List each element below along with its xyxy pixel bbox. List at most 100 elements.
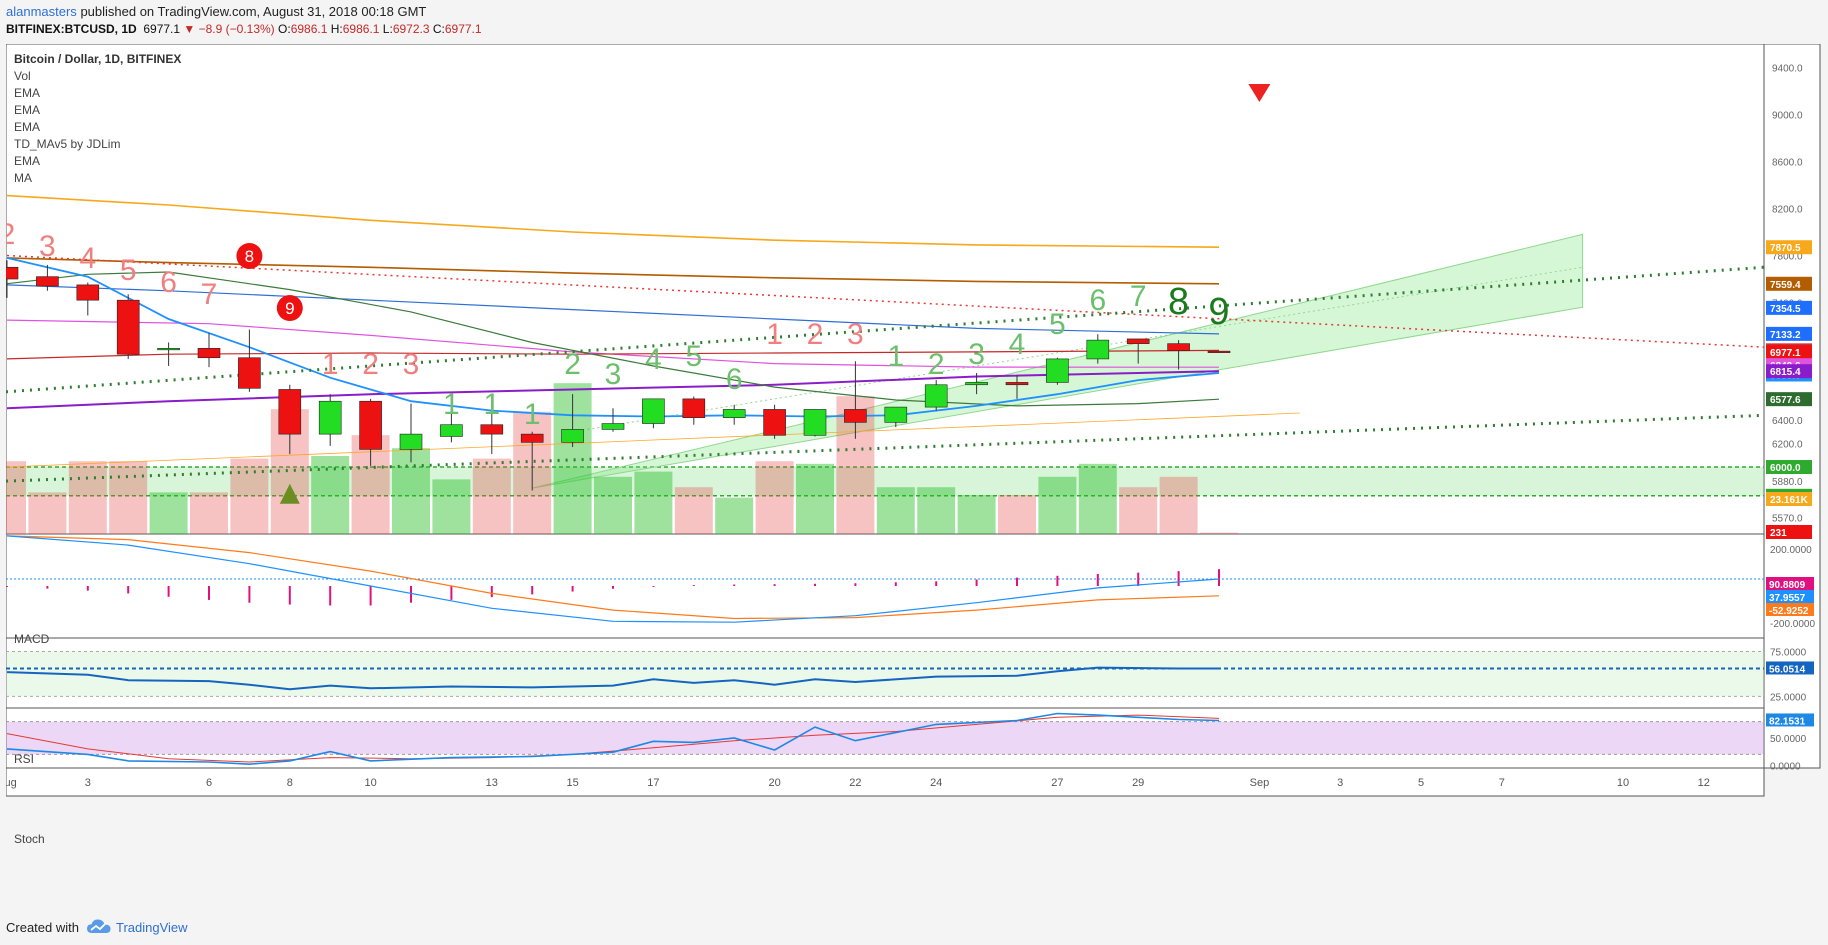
volume-bar-17 — [674, 487, 713, 534]
legend-ema-4[interactable]: EMA — [14, 154, 41, 168]
rsi-line — [6, 666, 1219, 691]
pane-1 — [6, 533, 1765, 639]
candle-body-22 — [884, 406, 908, 423]
price-label-12: 23.161K — [1770, 495, 1809, 506]
td-circle-label-1: 9 — [285, 299, 294, 318]
td-green-count-7: 6 — [726, 363, 743, 396]
td-green-count-14: 7 — [1130, 280, 1147, 313]
td-circle-label-0: 8 — [245, 247, 254, 266]
td-green-count-12: 5 — [1049, 308, 1066, 341]
time-tick-16: 7 — [1499, 777, 1505, 789]
candle-body-13 — [520, 433, 544, 443]
candle-body-7 — [278, 389, 302, 435]
candle-body-30 — [1207, 350, 1231, 353]
candle-body-9 — [359, 400, 382, 450]
price-tick-3: 8200.0 — [1772, 205, 1803, 216]
time-tick-2: 6 — [206, 777, 212, 789]
rsi-tick-1: 25.0000 — [1770, 692, 1807, 703]
candle-body-6 — [238, 357, 261, 389]
time-tick-17: 10 — [1617, 777, 1629, 789]
chart-canvas[interactable]: 2 3 4 5 6 71 2 31 2 31 1 12 3 4 561 2 3 456 7 8 9899400.0900… — [6, 44, 1822, 912]
time-tick-0: Aug — [6, 777, 17, 789]
td-green-count-2: 1 — [524, 398, 541, 431]
rsi-tick-0: 75.0000 — [1770, 647, 1807, 658]
volume-bar-24 — [957, 495, 996, 534]
price-label-bg-10 — [1766, 460, 1812, 475]
publisher-link[interactable]: alanmasters — [6, 4, 77, 19]
td-green-count-0: 1 — [443, 388, 460, 421]
candle-body-28 — [1126, 338, 1150, 344]
candle-body-0 — [6, 266, 19, 280]
td-red-count-2: 4 — [79, 242, 96, 275]
price-label-3: 7133.2 — [1770, 330, 1801, 341]
price-tick-9: 6200.0 — [1772, 440, 1803, 451]
legend-ma[interactable]: MA — [14, 171, 32, 185]
macd-label-0: 90.8809 — [1769, 580, 1806, 591]
price-tick-2: 8600.0 — [1772, 158, 1803, 169]
td-green-count-1: 1 — [483, 388, 500, 421]
low-label: L: — [382, 22, 393, 36]
volume-bar-29 — [1159, 476, 1198, 534]
time-tick-3: 8 — [287, 777, 293, 789]
uptrend-line-upper — [6, 265, 1765, 394]
td-red-count-8: 3 — [403, 348, 420, 381]
td-red-count-7: 2 — [362, 348, 379, 381]
price-label-bg-2 — [1766, 300, 1812, 315]
buy-arrow-icon — [279, 483, 300, 504]
time-tick-6: 15 — [566, 777, 578, 789]
td-green-count-3: 2 — [564, 348, 581, 381]
tradingview-brand[interactable]: TradingView — [116, 920, 188, 935]
candle-body-14 — [561, 429, 584, 443]
stoch-label-bg — [1766, 713, 1814, 727]
last-price: 6977.1 — [143, 22, 181, 36]
candle-body-15 — [601, 423, 625, 430]
legend-vol[interactable]: Vol — [14, 69, 31, 83]
time-tick-12: 29 — [1132, 777, 1144, 789]
volume-bar-22 — [876, 487, 915, 534]
tradingview-cloud-icon — [87, 919, 111, 933]
td-green-count-9: 2 — [928, 348, 945, 381]
price-tick-12: 5570.0 — [1772, 514, 1803, 525]
candle-body-2 — [76, 284, 100, 301]
time-tick-5: 13 — [486, 777, 498, 789]
td-green-count-11: 4 — [1009, 328, 1026, 361]
rsi-band — [6, 651, 1764, 697]
volume-bar-26 — [1038, 476, 1077, 534]
time-axis — [6, 767, 1765, 797]
open-value: 6986.1 — [290, 22, 328, 36]
td-bold-count-1: 9 — [1208, 291, 1229, 333]
legend-title: Bitcoin / Dollar, 1D, BITFINEX — [14, 52, 182, 66]
td-red-count-4: 6 — [160, 266, 177, 299]
stoch-title: Stoch — [14, 832, 45, 846]
legend-ema-1[interactable]: EMA — [14, 86, 41, 100]
high-label: H: — [330, 22, 343, 36]
candle-body-25 — [1005, 382, 1029, 386]
ohlc-line: BITFINEX:BTCUSD, 1D 6977.1 ▼ −8.9 (−0.13… — [6, 22, 482, 36]
td-red-count-0: 2 — [6, 218, 15, 251]
legend-td-ma[interactable]: TD_MAv5 by JDLim — [14, 137, 121, 151]
candle-body-3 — [116, 299, 140, 355]
volume-bar-15 — [594, 476, 632, 534]
ema-darkgreen-line — [6, 271, 1220, 407]
legend-ema-2[interactable]: EMA — [14, 103, 41, 117]
td-red-count-9: 1 — [766, 318, 783, 351]
candle-body-21 — [844, 409, 867, 423]
volume-bar-27 — [1078, 463, 1117, 534]
price-tick-0: 9400.0 — [1772, 64, 1803, 75]
volume-bar-30 — [1200, 532, 1238, 534]
volume-bar-25 — [998, 495, 1036, 534]
macd-line — [6, 535, 1220, 623]
candle-body-4 — [157, 348, 180, 351]
stoch-k-line — [6, 712, 1220, 766]
candle-body-20 — [803, 409, 827, 436]
volume-bar-2 — [68, 461, 107, 534]
macd-tick-1: -200.0000 — [1770, 619, 1815, 630]
macd-tick-0: 200.0000 — [1770, 545, 1812, 556]
volume-bar-23 — [917, 487, 956, 534]
publish-info: alanmasters published on TradingView.com… — [6, 4, 426, 19]
candle-body-11 — [440, 424, 463, 437]
td-green-count-4: 3 — [605, 358, 622, 391]
volume-bar-10 — [392, 448, 430, 534]
legend-ema-3[interactable]: EMA — [14, 120, 41, 134]
td-green-count-5: 4 — [645, 343, 662, 376]
